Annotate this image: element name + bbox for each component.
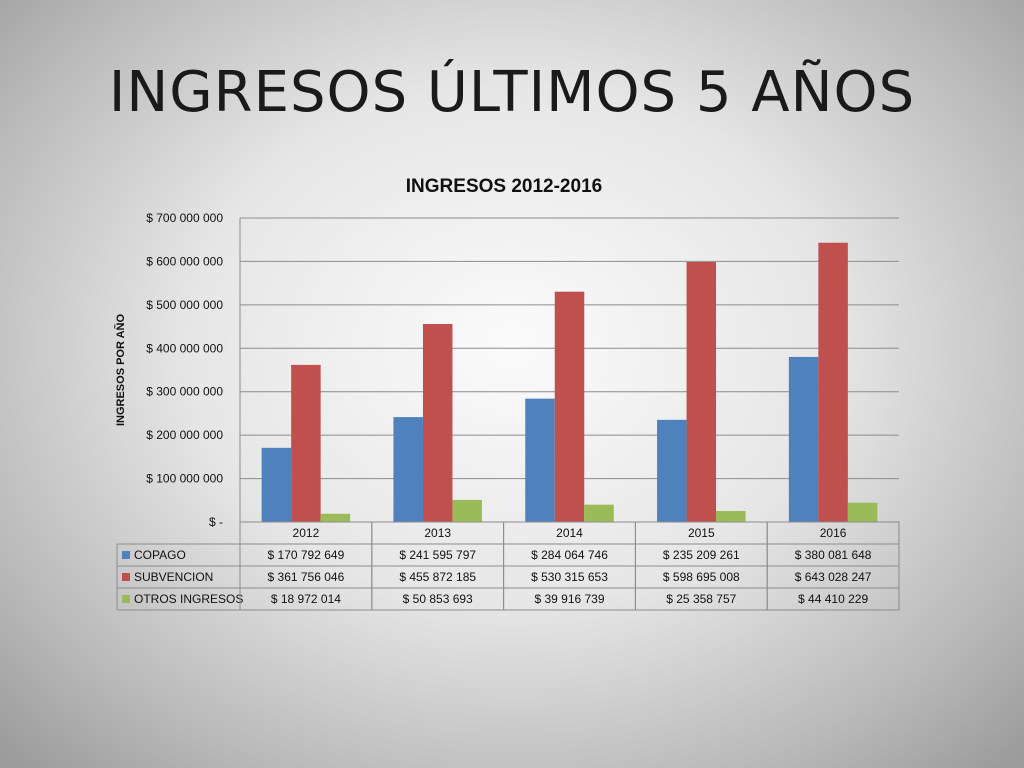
data-label: $ 361 756 046 [268, 570, 345, 584]
table-cell [766, 587, 900, 611]
bar-otros-ingresos-2014 [584, 504, 614, 522]
x-tick-label: 2014 [556, 526, 583, 540]
data-label: $ 170 792 649 [268, 548, 345, 562]
y-tick-label: $ 700 000 000 [146, 211, 223, 225]
bar-subvencion-2013 [422, 324, 453, 522]
bar-subvencion-2012 [291, 364, 321, 522]
chart-title: INGRESOS 2012-2016 [406, 176, 602, 197]
bar-subvencion-2014 [554, 291, 585, 522]
y-tick-label: $ 400 000 000 [146, 341, 223, 355]
x-tick-label: 2015 [688, 526, 715, 540]
legend-swatch [122, 573, 130, 581]
bar-copago-2016 [788, 356, 819, 522]
data-label: $ 598 695 008 [663, 570, 740, 584]
data-table: 2012 2013 2014 2015 2016 COPAGO $ 170 792 649 $… [116, 521, 900, 611]
legend-label: OTROS INGRESOS [134, 592, 243, 606]
bars [261, 242, 878, 523]
data-label: $ 235 209 261 [663, 548, 740, 562]
data-label: $ 530 315 653 [531, 570, 608, 584]
data-label: $ 39 916 739 [534, 592, 604, 606]
legend-label: SUBVENCION [134, 570, 213, 584]
bar-copago-2014 [525, 398, 555, 522]
data-label: $ 380 081 648 [795, 548, 872, 562]
y-axis-label: INGRESOS POR AÑO [114, 314, 127, 426]
slide-title: INGRESOS ÚLTIMOS 5 AÑOS [108, 60, 916, 125]
data-label: $ 643 028 247 [795, 570, 872, 584]
legend-label: COPAGO [134, 548, 186, 562]
y-tick-label: $ - [209, 515, 223, 529]
data-label: $ 241 595 797 [399, 548, 476, 562]
data-label: $ 44 410 229 [798, 592, 868, 606]
bar-copago-2012 [261, 447, 292, 522]
data-label: $ 50 853 693 [403, 592, 473, 606]
data-label: $ 18 972 014 [271, 592, 341, 606]
y-tick-label: $ 500 000 000 [146, 298, 223, 312]
data-label: $ 455 872 185 [399, 570, 476, 584]
x-tick-label: 2012 [293, 526, 320, 540]
y-tick-label: $ 100 000 000 [146, 472, 223, 486]
bar-copago-2013 [393, 417, 423, 522]
y-tick-label: $ 300 000 000 [146, 385, 223, 399]
x-tick-label: 2016 [820, 526, 847, 540]
x-tick-label: 2013 [424, 526, 451, 540]
bar-otros-ingresos-2012 [320, 513, 351, 522]
bar-otros-ingresos-2015 [716, 510, 746, 522]
legend-swatch [122, 595, 130, 603]
data-label: $ 284 064 746 [531, 548, 608, 562]
y-tick-label: $ 200 000 000 [146, 428, 223, 442]
data-label: $ 25 358 757 [666, 592, 736, 606]
y-axis-ticks: $ - $ 100 000 000 $ 200 000 000 $ 300 000 0… [146, 211, 223, 529]
bar-copago-2015 [657, 419, 687, 522]
y-tick-label: $ 600 000 000 [146, 254, 223, 268]
bar-otros-ingresos-2016 [847, 502, 878, 522]
bar-subvencion-2015 [686, 261, 717, 522]
bar-otros-ingresos-2013 [452, 499, 482, 522]
bar-subvencion-2016 [818, 242, 848, 523]
legend-swatch [122, 551, 130, 559]
